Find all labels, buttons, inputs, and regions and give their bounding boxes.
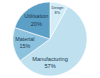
svg-text:Manufacturing57%: Manufacturing57% xyxy=(32,56,68,69)
svg-text:Material15%: Material15% xyxy=(15,36,34,49)
svg-text:Utilisation20%: Utilisation20% xyxy=(24,13,48,26)
svg-text:Design8%: Design8% xyxy=(51,6,63,15)
